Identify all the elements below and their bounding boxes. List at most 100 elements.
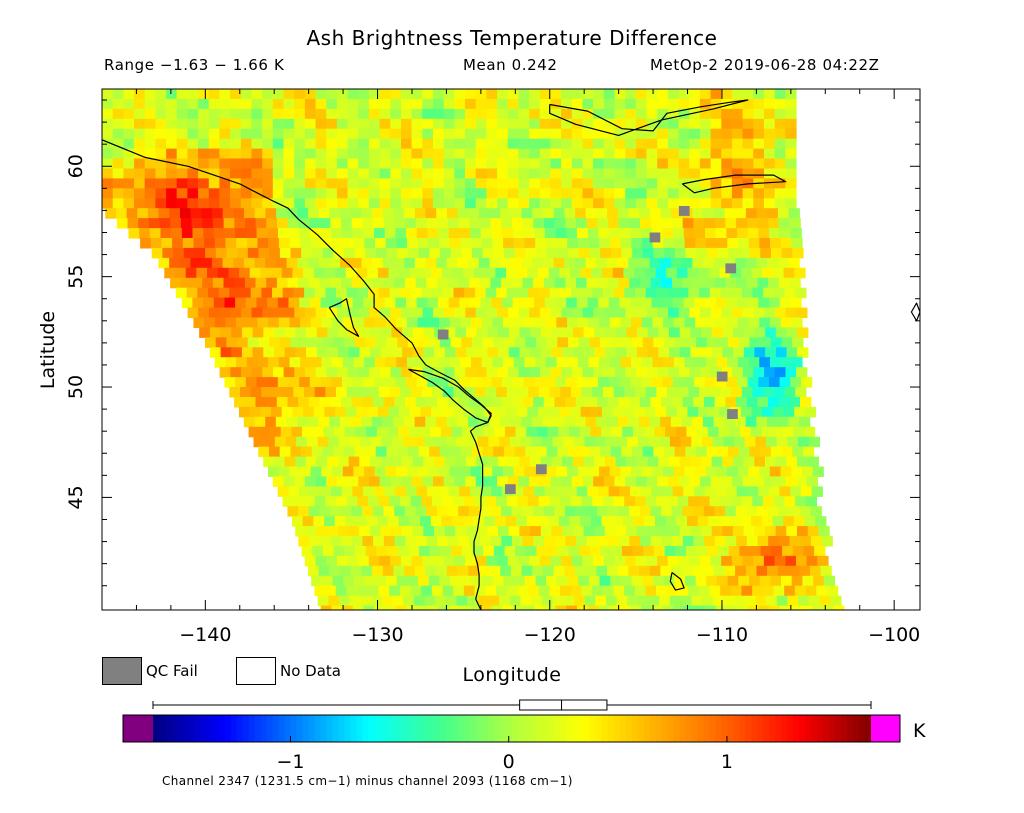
heatmap-cell (683, 605, 695, 610)
heatmap-cell (658, 456, 670, 468)
heatmap-cell (471, 446, 484, 458)
heatmap-cell (240, 148, 253, 160)
heatmap-cell (695, 317, 707, 328)
heatmap-cell (554, 218, 566, 229)
heatmap-cell (706, 337, 719, 348)
colorbar-segment (661, 715, 669, 742)
heatmap-cell (105, 208, 117, 219)
heatmap-cell (187, 128, 199, 140)
heatmap-cell (411, 148, 423, 160)
heatmap-cell (373, 277, 385, 289)
heatmap-cell (417, 466, 429, 477)
heatmap-cell (561, 178, 573, 189)
colorbar-segment (529, 715, 537, 742)
heatmap-cell (507, 555, 519, 567)
heatmap-cell (134, 178, 146, 189)
heatmap-cell (593, 108, 605, 120)
heatmap-cell (658, 327, 670, 338)
heatmap-cell (326, 89, 338, 100)
heatmap-cell (582, 128, 594, 140)
heatmap-cell (390, 128, 402, 140)
heatmap-cell (181, 297, 194, 309)
heatmap-cell (193, 317, 205, 328)
colorbar-segment (631, 715, 639, 742)
heatmap-cell (764, 108, 776, 120)
heatmap-cell (750, 546, 762, 557)
heatmap-cell (403, 595, 415, 607)
heatmap-cell (358, 188, 370, 199)
heatmap-cell (764, 198, 776, 209)
heatmap-cell (770, 337, 783, 348)
heatmap-cell (166, 128, 178, 140)
heatmap-cell (276, 397, 289, 408)
heatmap-cell (759, 466, 771, 477)
heatmap-cell (388, 406, 400, 418)
heatmap-cell (360, 595, 372, 607)
heatmap-cell (166, 98, 178, 110)
heatmap-cell (501, 397, 513, 408)
heatmap-cell (737, 297, 749, 309)
heatmap-cell (640, 377, 653, 388)
heatmap-cell (363, 228, 375, 239)
heatmap-cell (479, 506, 491, 517)
heatmap-cell (731, 98, 744, 110)
heatmap-cell (715, 486, 727, 497)
colorbar-segment (691, 715, 698, 742)
heatmap-cell (634, 406, 646, 418)
heatmap-cell (262, 198, 274, 209)
heatmap-cell (659, 436, 671, 448)
heatmap-cell (694, 377, 706, 388)
heatmap-cell (617, 208, 629, 219)
heatmap-cell (550, 198, 562, 209)
heatmap-cell (511, 277, 524, 289)
heatmap-cell (297, 257, 309, 269)
heatmap-cell (748, 466, 760, 477)
heatmap-cell (134, 128, 146, 140)
heatmap-cell (245, 377, 258, 388)
heatmap-cell (405, 486, 418, 497)
heatmap-cell (426, 536, 438, 547)
heatmap-cell (176, 178, 188, 189)
heatmap-cell (340, 565, 352, 577)
heatmap-cell (347, 158, 359, 169)
heatmap-cell (557, 446, 569, 458)
heatmap-cell (327, 526, 339, 537)
heatmap-cell (265, 416, 277, 428)
heatmap-cell (539, 168, 552, 179)
colorbar-segment (344, 715, 351, 742)
colorbar-segment (410, 715, 417, 742)
heatmap-cell (753, 367, 765, 378)
heatmap-cell (318, 208, 331, 219)
heatmap-cell (278, 238, 291, 249)
heatmap-cell (790, 297, 802, 309)
heatmap-cell (731, 158, 744, 169)
heatmap-cell (192, 297, 204, 309)
heatmap-cell (258, 446, 270, 458)
heatmap-cell (723, 436, 735, 448)
heatmap-cell (155, 198, 167, 209)
heatmap-cell (727, 238, 739, 249)
heatmap-cell (465, 98, 477, 110)
heatmap-cell (468, 416, 480, 428)
heatmap-cell (251, 118, 263, 130)
heatmap-cell (699, 98, 712, 110)
heatmap-cell (587, 486, 599, 497)
heatmap-cell (555, 297, 567, 309)
heatmap-cell (472, 426, 485, 438)
heatmap-cell (677, 387, 689, 398)
heatmap-cell (635, 89, 648, 100)
heatmap-cell (576, 377, 589, 388)
heatmap-cell (518, 118, 530, 130)
heatmap-cell (294, 178, 306, 189)
heatmap-cell (155, 98, 167, 110)
heatmap-cell (412, 456, 424, 468)
heatmap-cell (454, 307, 466, 319)
heatmap-cell (662, 616, 673, 627)
heatmap-cell (262, 367, 274, 378)
heatmap-cell (393, 416, 405, 428)
heatmap-cell (777, 416, 789, 428)
colorbar-segment (775, 715, 782, 742)
heatmap-cell (523, 605, 535, 610)
heatmap-cell (724, 416, 736, 428)
heatmap-cell (657, 367, 669, 378)
